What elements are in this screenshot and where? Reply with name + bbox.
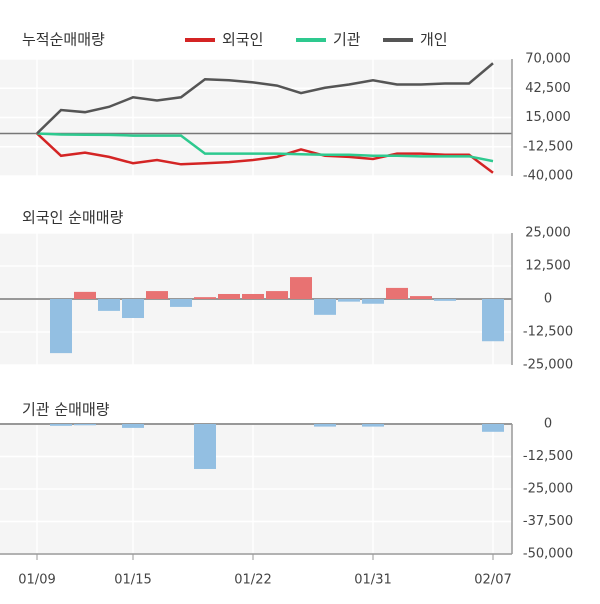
bar [98, 299, 120, 311]
bar [218, 293, 240, 299]
bar [242, 293, 264, 299]
legend-label: 기관 [333, 31, 361, 49]
y-tick-label: 25,000 [525, 226, 571, 241]
y-tick-label: 0 [544, 292, 552, 307]
bar [194, 424, 216, 469]
y-tick-label: -50,000 [523, 547, 573, 562]
legend-label: 외국인 [222, 31, 263, 49]
y-tick-label: 0 [544, 417, 552, 432]
y-tick-label: -12,500 [523, 449, 573, 464]
chart-title: 기관 순매매량 [22, 401, 110, 419]
y-tick-label: -25,000 [523, 482, 573, 497]
bar [122, 424, 144, 428]
line-series [36, 62, 494, 135]
line-series [36, 132, 494, 174]
chart-title: 누적순매매량 [22, 31, 105, 49]
y-tick-label: 70,000 [525, 52, 571, 67]
x-tick-label: 01/15 [114, 573, 151, 588]
bar [434, 299, 456, 301]
x-tick-label: 01/31 [354, 573, 391, 588]
bar [50, 299, 72, 354]
bar [386, 287, 408, 299]
x-tick-label: 02/07 [474, 573, 511, 588]
chart-title: 외국인 순매매량 [22, 209, 124, 227]
y-tick-label: 42,500 [525, 81, 571, 96]
x-tick-label: 01/09 [18, 573, 55, 588]
bar [122, 299, 144, 319]
bar [362, 424, 384, 427]
y-tick-label: -12,500 [523, 325, 573, 340]
y-tick-label: 12,500 [525, 259, 571, 274]
bar [194, 297, 216, 299]
y-tick-label: -40,000 [523, 169, 573, 184]
y-tick-label: 15,000 [525, 110, 571, 125]
bar [146, 291, 168, 299]
bar [290, 277, 312, 299]
bar [170, 299, 192, 307]
bar [482, 424, 504, 432]
x-tick-label: 01/22 [234, 573, 271, 588]
y-tick-label: -37,500 [523, 514, 573, 529]
bar [482, 299, 504, 342]
y-tick-label: -25,000 [523, 358, 573, 373]
legend-label: 개인 [420, 31, 448, 49]
bar [50, 424, 72, 426]
bar [314, 299, 336, 315]
bar [338, 299, 360, 302]
y-tick-label: -12,500 [523, 139, 573, 154]
bar [410, 296, 432, 299]
line-series [36, 132, 494, 163]
bar [74, 291, 96, 299]
bar [74, 424, 96, 426]
bar [362, 299, 384, 304]
bar [314, 424, 336, 427]
bar [266, 291, 288, 299]
